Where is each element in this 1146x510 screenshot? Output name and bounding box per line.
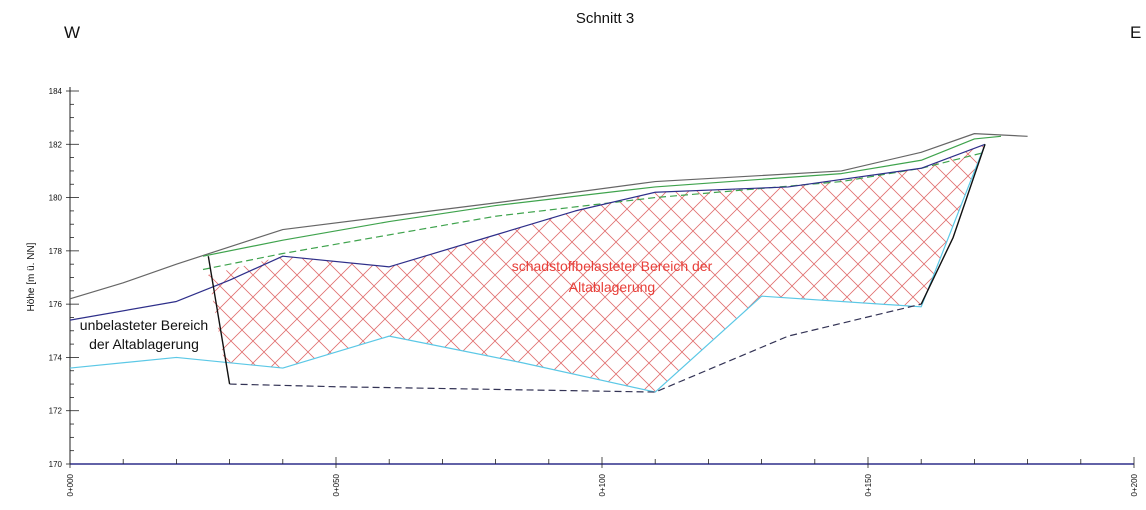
unloaded-label-line2: der Altablagerung <box>89 336 199 352</box>
series-boundary_left <box>207 256 231 385</box>
y-tick-label: 184 <box>49 87 63 96</box>
x-tick-label: 0+150 <box>864 473 873 496</box>
y-tick-label: 176 <box>49 300 63 309</box>
series-cyan_lower <box>69 144 986 393</box>
direction-east-label: E <box>1130 23 1141 42</box>
y-tick-label: 172 <box>49 407 63 416</box>
x-tick-label: 0+100 <box>598 473 607 496</box>
unloaded-label-line1: unbelasteter Bereich <box>80 317 208 333</box>
y-tick-label: 170 <box>49 460 63 469</box>
series-green_dashed <box>202 151 986 271</box>
x-tick-label: 0+050 <box>332 473 341 496</box>
x-tick-label: 0+200 <box>1130 473 1139 496</box>
series-boundary_right <box>920 144 986 305</box>
region-contaminated <box>208 144 986 393</box>
y-tick-label: 180 <box>49 194 63 203</box>
series-base_dashed <box>229 303 922 393</box>
y-tick-label: 174 <box>49 353 63 362</box>
y-axis-label: Höhe [m ü. NN] <box>26 242 37 311</box>
series-gray_terrain <box>69 133 1028 300</box>
direction-west-label: W <box>64 23 80 42</box>
x-tick-label: 0+000 <box>66 473 75 496</box>
series-blue_upper <box>69 143 986 321</box>
contaminated-label-line1: schadstoffbelasteter Bereich der <box>512 258 713 274</box>
y-tick-label: 178 <box>49 247 63 256</box>
y-tick-label: 182 <box>49 140 63 149</box>
figure-title: Schnitt 3 <box>576 10 634 27</box>
regions-layer <box>208 144 986 393</box>
contaminated-label-line2: Altablagerung <box>569 279 655 295</box>
series-green_terrain <box>202 135 1002 257</box>
series-layer <box>69 133 1028 393</box>
